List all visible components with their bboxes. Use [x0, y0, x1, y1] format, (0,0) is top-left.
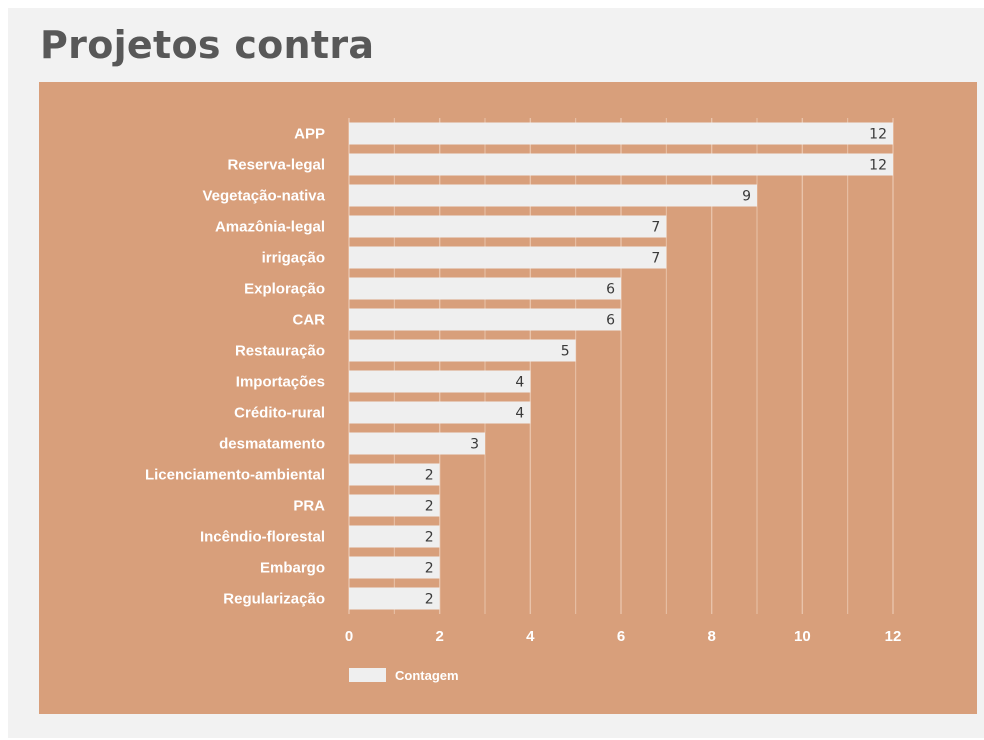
- value-label: 6: [606, 282, 615, 298]
- x-tick-label: 10: [794, 628, 811, 645]
- bar: [349, 246, 667, 269]
- chart-panel: APP 12 Reserva-legal 12 Vegetação-nativa 9 Ama…: [39, 82, 977, 714]
- value-label: 6: [606, 313, 615, 329]
- category-label: Embargo: [260, 560, 325, 577]
- bar: [349, 587, 440, 610]
- chart-card: Projetos contra APP 12 Reserva-legal 12 Vege…: [8, 8, 984, 738]
- value-label: 9: [742, 189, 751, 205]
- x-tick-label: 0: [345, 628, 353, 645]
- value-label: 7: [651, 220, 660, 236]
- bar: [349, 153, 893, 176]
- bar: [349, 184, 757, 207]
- legend-swatch: [349, 668, 386, 682]
- category-label: Restauração: [235, 343, 325, 360]
- x-tick-label: 8: [707, 628, 715, 645]
- value-label: 4: [515, 375, 524, 391]
- bar-chart: APP 12 Reserva-legal 12 Vegetação-nativa 9 Ama…: [145, 118, 902, 683]
- category-label: irrigação: [262, 250, 325, 267]
- bar: [349, 370, 531, 393]
- value-label: 12: [869, 127, 887, 143]
- category-label: Amazônia-legal: [215, 219, 325, 236]
- category-label: desmatamento: [219, 436, 325, 453]
- category-label: CAR: [293, 312, 326, 329]
- legend-label: Contagem: [395, 668, 459, 683]
- bar: [349, 215, 667, 238]
- value-label: 4: [515, 406, 524, 422]
- value-label: 7: [651, 251, 660, 267]
- category-label: PRA: [293, 498, 325, 515]
- value-label: 2: [425, 561, 434, 577]
- bar: [349, 308, 621, 331]
- category-label: Vegetação-nativa: [202, 188, 325, 205]
- bar: [349, 494, 440, 517]
- x-tick-label: 2: [435, 628, 443, 645]
- value-label: 2: [425, 530, 434, 546]
- category-label: APP: [294, 126, 325, 143]
- value-label: 3: [470, 437, 479, 453]
- bar: [349, 525, 440, 548]
- x-tick-label: 12: [885, 628, 902, 645]
- bar: [349, 277, 621, 300]
- bar: [349, 122, 893, 145]
- category-label: Incêndio-florestal: [200, 529, 325, 546]
- page-title: Projetos contra: [40, 23, 375, 67]
- x-tick-label: 4: [526, 628, 535, 645]
- x-tick-label: 6: [617, 628, 625, 645]
- category-label: Licenciamento-ambiental: [145, 467, 325, 484]
- value-label: 2: [425, 499, 434, 515]
- bar: [349, 463, 440, 486]
- bar: [349, 339, 576, 362]
- bar: [349, 401, 531, 424]
- category-label: Exploração: [244, 281, 325, 298]
- category-label: Crédito-rural: [234, 405, 325, 422]
- bar: [349, 556, 440, 579]
- category-label: Regularização: [223, 591, 325, 608]
- value-label: 2: [425, 468, 434, 484]
- category-label: Importações: [236, 374, 325, 391]
- value-label: 5: [561, 344, 570, 360]
- value-label: 12: [869, 158, 887, 174]
- value-label: 2: [425, 592, 434, 608]
- category-label: Reserva-legal: [227, 157, 325, 174]
- bar: [349, 432, 485, 455]
